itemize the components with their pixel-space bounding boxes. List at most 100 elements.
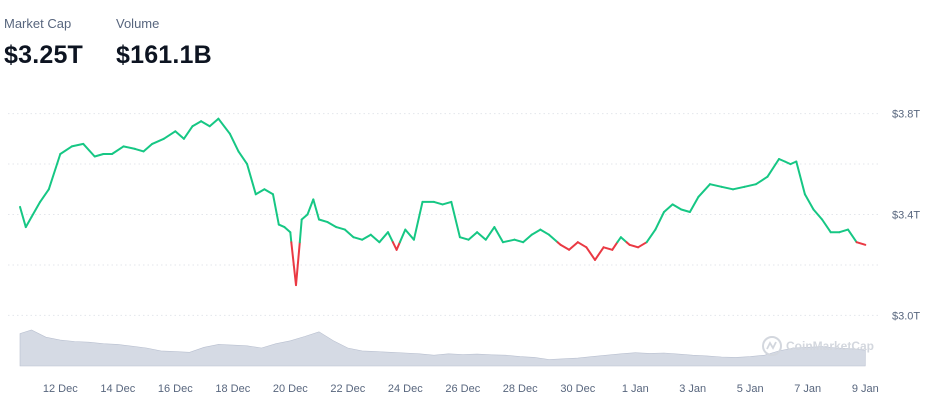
price-line-segment: [812, 208, 824, 221]
price-line-segment: [246, 163, 257, 196]
price-line-segment: [200, 120, 211, 128]
price-line-segment: [404, 228, 415, 241]
price-line-segment: [122, 145, 136, 150]
price-line-segment: [732, 185, 746, 191]
price-line-segment: [208, 117, 220, 128]
price-line-segment: [47, 153, 62, 191]
watermark-text: CoinMarketCap: [786, 339, 874, 353]
x-tick-label: 20 Dec: [273, 383, 308, 395]
price-line-segment: [585, 246, 596, 261]
price-line-segment: [395, 241, 401, 251]
price-line-segment: [568, 241, 579, 251]
market-cap-value: $3.25T: [4, 41, 84, 69]
price-line-segment: [602, 246, 614, 251]
price-line-segment: [30, 200, 42, 218]
price-line-segment: [277, 223, 286, 229]
price-line-segment: [191, 120, 203, 128]
price-line-layer: [19, 117, 867, 287]
x-tick-label: 7 Jan: [794, 383, 821, 395]
x-tick-label: 30 Dec: [560, 383, 595, 395]
price-line-segment: [450, 200, 461, 239]
price-line-segment: [182, 125, 194, 140]
price-line-segment: [838, 228, 849, 234]
price-line-segment: [39, 188, 50, 203]
price-line-segment: [476, 231, 487, 241]
price-line-segment: [855, 241, 867, 246]
x-tick-label: 18 Dec: [215, 383, 250, 395]
price-line-segment: [272, 193, 280, 226]
volume-value: $161.1B: [116, 41, 212, 69]
price-line-segment: [174, 130, 185, 140]
price-line-segment: [398, 228, 407, 244]
grid-layer: [8, 113, 880, 316]
price-line-segment: [391, 241, 398, 251]
price-line-segment: [755, 175, 769, 186]
price-line-segment: [795, 160, 806, 196]
price-line-segment: [654, 211, 665, 231]
x-tick-label: 1 Jan: [622, 383, 649, 395]
price-line-segment: [228, 132, 240, 153]
price-line-segment: [458, 236, 470, 241]
price-line-segment: [709, 183, 723, 188]
price-line-segment: [619, 236, 628, 244]
market-cap-stat: Market Cap $3.25T: [4, 16, 83, 70]
price-line-segment: [616, 236, 622, 244]
price-line-segment: [645, 228, 657, 244]
price-line-segment: [433, 200, 444, 206]
watermark: CoinMarketCap: [762, 336, 874, 356]
price-line-segment: [697, 183, 711, 198]
price-line-segment: [688, 195, 700, 213]
price-line-segment: [778, 158, 786, 163]
price-line-segment: [335, 226, 346, 231]
price-line-segment: [326, 221, 338, 229]
price-line-segment: [467, 231, 479, 241]
price-line-segment: [289, 231, 293, 244]
price-line-segment: [576, 241, 588, 249]
price-line-segment: [93, 153, 105, 158]
volume-area: [19, 329, 866, 367]
price-line-segment: [263, 188, 274, 196]
price-line-segment: [283, 226, 292, 234]
price-line-segment: [378, 231, 389, 244]
x-axis: 12 Dec 14 Dec 16 Dec 18 Dec 20 Dec 22 Dec 24 D…: [43, 383, 879, 395]
y-tick-label: $3.0T: [892, 310, 920, 322]
price-line-segment: [637, 241, 648, 249]
price-line-segment: [24, 216, 33, 229]
volume-label: Volume: [116, 16, 160, 31]
price-line-segment: [369, 233, 381, 244]
price-line-segment: [237, 150, 249, 166]
price-line-segment: [387, 231, 394, 244]
price-line-segment: [254, 188, 266, 196]
price-line-segment: [318, 218, 329, 224]
price-line-segment: [847, 228, 858, 244]
price-line-segment: [484, 226, 496, 241]
x-tick-label: 3 Jan: [679, 383, 706, 395]
price-line-segment: [671, 203, 683, 211]
price-line-segment: [343, 228, 355, 239]
price-line-segment: [513, 238, 525, 244]
price-line-segment: [162, 130, 177, 140]
y-tick-label: $3.4T: [892, 210, 920, 222]
price-line-segment: [493, 226, 504, 244]
price-line-segment: [803, 193, 815, 211]
price-line-segment: [70, 142, 85, 148]
price-line-segment: [290, 241, 297, 287]
price-line-segment: [19, 205, 27, 229]
price-line-segment: [361, 233, 372, 241]
price-line-segment: [720, 185, 734, 191]
price-line-segment: [300, 213, 309, 221]
price-line-segment: [766, 158, 780, 178]
price-line-segment: [783, 160, 792, 166]
price-line-segment: [441, 200, 453, 206]
x-tick-label: 24 Dec: [388, 383, 423, 395]
price-line-segment: [663, 203, 674, 213]
price-line-segment: [594, 246, 605, 261]
price-line-segment: [539, 228, 550, 236]
volume-stat: Volume $161.1B: [116, 16, 212, 70]
x-tick-label: 22 Dec: [330, 383, 365, 395]
price-line-segment: [352, 236, 364, 241]
price-line-segment: [312, 198, 320, 221]
price-line-segment: [789, 160, 798, 166]
x-tick-label: 12 Dec: [43, 383, 78, 395]
